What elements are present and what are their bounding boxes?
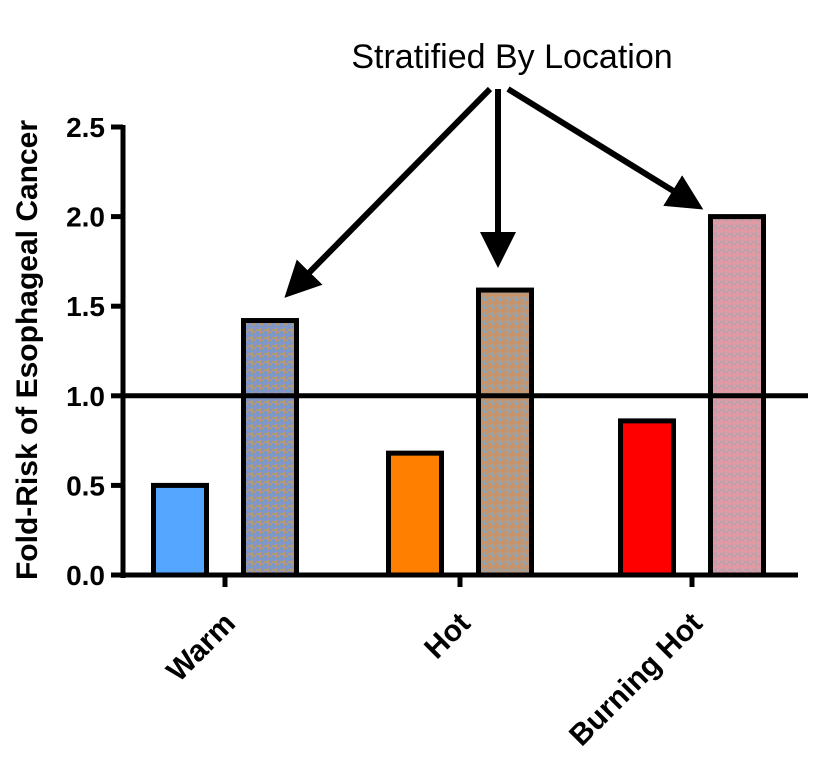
bar-overall-hot: [386, 450, 444, 578]
bar-overall-burning-hot: [618, 418, 676, 578]
y-tick-label: 0.5: [66, 470, 105, 501]
x-tick-label: Warm: [160, 607, 241, 688]
y-tick-label: 1.5: [66, 291, 105, 322]
y-tick-label: 2.0: [66, 202, 105, 233]
bars: [151, 214, 766, 578]
annotation-text: Stratified By Location: [351, 38, 672, 76]
x-tick-label: Hot: [418, 607, 477, 666]
annotation-arrows: [284, 86, 704, 298]
bar-overall-warm: [151, 482, 209, 578]
axes: [111, 124, 798, 587]
y-tick-label: 2.5: [66, 112, 105, 143]
arrow-to-warm: [284, 86, 493, 298]
y-tick-label: 1.0: [66, 381, 105, 412]
x-tick-label: Burning Hot: [563, 607, 709, 753]
tick-labels: 0.0 0.5 1.0 1.5 2.0 2.5 Warm Hot Burning Hot: [66, 112, 709, 752]
arrow-to-burning-hot: [506, 86, 704, 210]
y-tick-label: 0.0: [66, 560, 105, 591]
bar-by-location-warm: [241, 318, 299, 578]
y-axis-label: Fold-Risk of Esophageal Cancer: [11, 120, 44, 580]
bar-by-location-hot: [476, 287, 534, 578]
